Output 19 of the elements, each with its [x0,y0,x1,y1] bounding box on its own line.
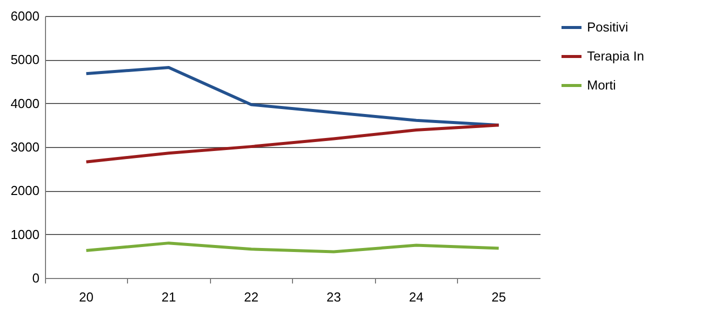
x-tick-label: 20 [79,290,94,304]
x-tick-label: 24 [409,290,424,304]
y-tick-label: 5000 [10,52,40,68]
x-tick-label: 25 [492,290,506,304]
x-tick-label: 21 [162,290,176,304]
line-series [84,66,500,127]
line-series [84,242,500,254]
legend-label: Morti [587,78,616,92]
y-tick-label: 6000 [10,8,40,24]
y-tick-label: 2000 [10,183,40,198]
x-tick-label: 23 [326,290,341,304]
legend-label: Positivi [587,20,628,34]
line-series [84,124,500,164]
y-tick-label: 3000 [10,140,40,154]
y-tick-label: 4000 [10,96,40,111]
x-tick-label: 22 [244,290,258,304]
y-tick-label: 0 [32,270,40,286]
y-tick-label: 1000 [10,226,40,242]
legend-label: Terapia In [587,48,644,64]
